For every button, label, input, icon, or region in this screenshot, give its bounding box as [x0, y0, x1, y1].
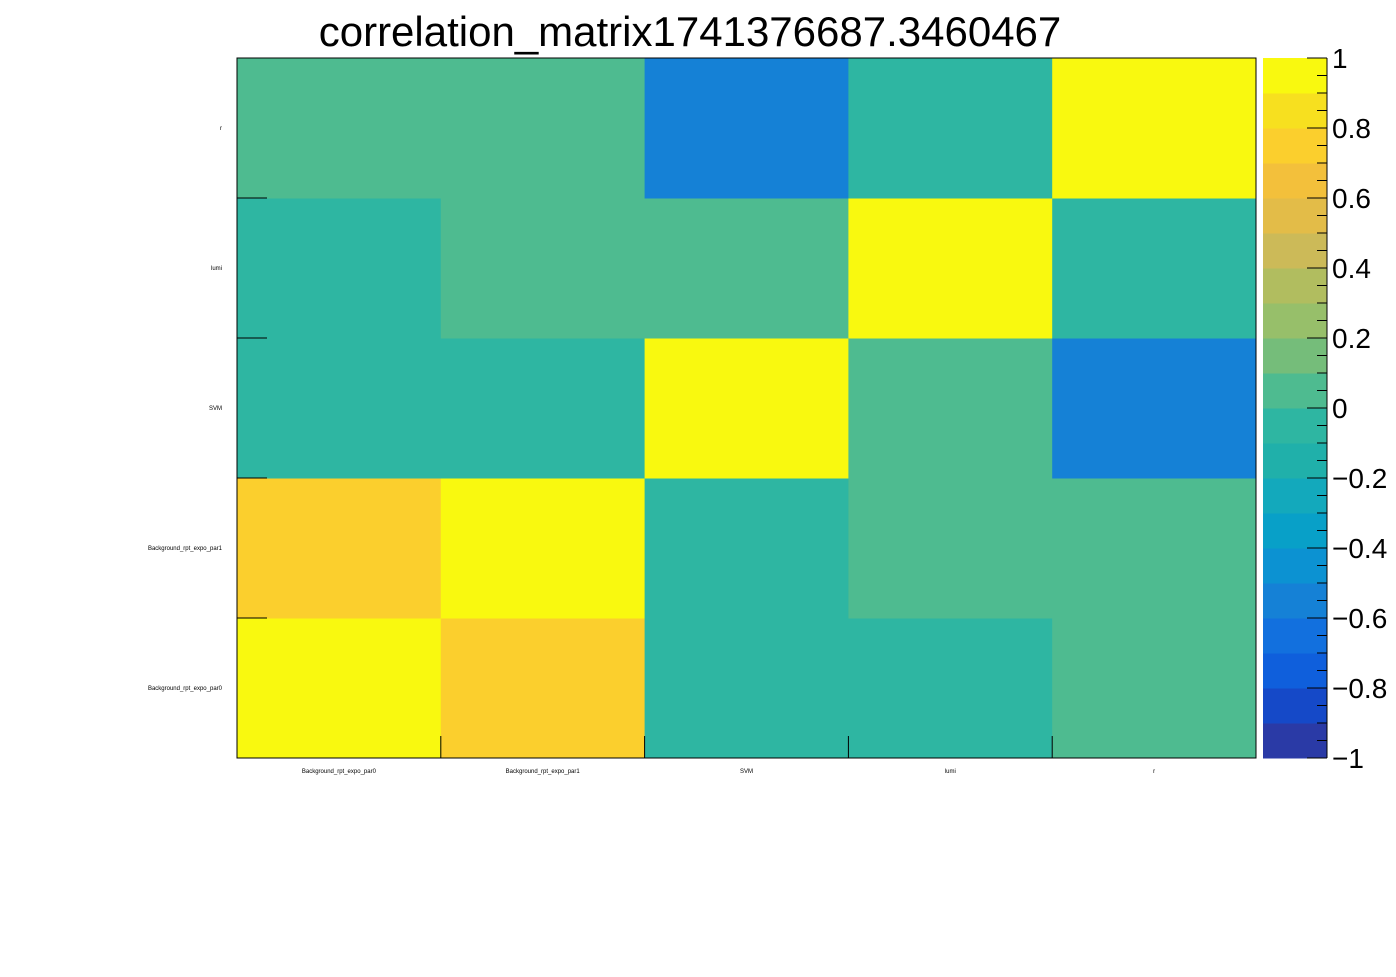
colorbar-swatch: [1263, 513, 1327, 549]
colorbar-tick-label: 0: [1332, 393, 1348, 424]
heatmap-cell: [1052, 58, 1257, 199]
heatmap-cell: [1052, 198, 1257, 339]
heatmap-cell: [237, 338, 442, 479]
colorbar-swatch: [1263, 303, 1327, 339]
colorbar: 1 0.8 0.6 0.4 0.2 0 −0.2 −0.4 −0.6 −0.8 −1: [1263, 43, 1387, 774]
heatmap-cell: [237, 618, 442, 759]
colorbar-tick-label: −0.6: [1332, 603, 1387, 634]
plot-frame: [236, 57, 1257, 759]
colorbar-swatch: [1263, 93, 1327, 129]
colorbar-swatch: [1263, 583, 1327, 619]
colorbar-tick-label: 0.8: [1332, 113, 1371, 144]
colorbar-swatch: [1263, 408, 1327, 444]
colorbar-tick-label: 0.6: [1332, 183, 1371, 214]
heatmap-cell: [848, 338, 1053, 479]
chart-title: correlation_matrix1741376687.3460467: [319, 8, 1062, 55]
colorbar-swatch: [1263, 373, 1327, 409]
colorbar-swatch: [1263, 653, 1327, 689]
x-tick-label: lumi: [945, 769, 956, 775]
colorbar-tick-label: 0.4: [1332, 253, 1371, 284]
heatmap-cell: [237, 198, 442, 339]
colorbar-tick-label: 1: [1332, 43, 1348, 74]
y-tick-label: SVM: [209, 406, 222, 412]
y-axis-labels: Background_rpt_expo_par0 Background_rpt_e…: [148, 126, 223, 692]
heatmap-cell: [1052, 618, 1257, 759]
colorbar-swatch: [1263, 548, 1327, 584]
colorbar-swatch: [1263, 618, 1327, 654]
heatmap-cell: [440, 338, 646, 479]
colorbar-tick-label: −0.4: [1332, 533, 1387, 564]
heatmap-cells: [237, 58, 1257, 759]
colorbar-swatch: [1263, 723, 1327, 759]
heatmap-cell: [848, 58, 1053, 199]
heatmap-cell: [848, 478, 1053, 619]
heatmap-cell: [1052, 478, 1257, 619]
heatmap-cell: [848, 618, 1053, 759]
colorbar-tick-label: −1: [1332, 743, 1364, 774]
colorbar-tick-label: 0.2: [1332, 323, 1371, 354]
colorbar-swatch: [1263, 163, 1327, 199]
heatmap-cell: [1052, 338, 1257, 479]
colorbar-swatch: [1263, 338, 1327, 374]
colorbar-swatch: [1263, 58, 1327, 94]
x-tick-label: Background_rpt_expo_par1: [506, 769, 581, 775]
colorbar-swatch: [1263, 688, 1327, 724]
x-axis-labels: Background_rpt_expo_par0 Background_rpt_e…: [302, 769, 1155, 775]
heatmap-cell: [848, 198, 1053, 339]
y-tick-label: Background_rpt_expo_par1: [148, 546, 223, 552]
heatmap-cell: [644, 618, 849, 759]
colorbar-swatch: [1263, 198, 1327, 234]
x-tick-label: r: [1153, 769, 1155, 775]
y-tick-label: Background_rpt_expo_par0: [148, 686, 223, 692]
heatmap-cell: [237, 478, 442, 619]
x-tick-label: SVM: [740, 769, 753, 775]
heatmap-cell: [644, 58, 849, 199]
heatmap-cell: [440, 58, 646, 199]
heatmap-cell: [644, 478, 849, 619]
colorbar-swatch: [1263, 128, 1327, 164]
colorbar-tick-label: −0.8: [1332, 673, 1387, 704]
y-tick-label: lumi: [211, 266, 222, 272]
heatmap-cell: [440, 618, 646, 759]
colorbar-swatch: [1263, 443, 1327, 479]
plot-border: [236, 57, 1257, 759]
colorbar-swatch: [1263, 268, 1327, 304]
heatmap-cell: [644, 198, 849, 339]
colorbar-swatch: [1263, 233, 1327, 269]
heatmap-cell: [644, 338, 849, 479]
y-tick-label: r: [220, 126, 222, 132]
heatmap-cell: [440, 198, 646, 339]
colorbar-swatch: [1263, 478, 1327, 514]
x-tick-label: Background_rpt_expo_par0: [302, 769, 377, 775]
colorbar-tick-label: −0.2: [1332, 463, 1387, 494]
heatmap-cell: [237, 58, 442, 199]
heatmap-cell: [440, 478, 646, 619]
